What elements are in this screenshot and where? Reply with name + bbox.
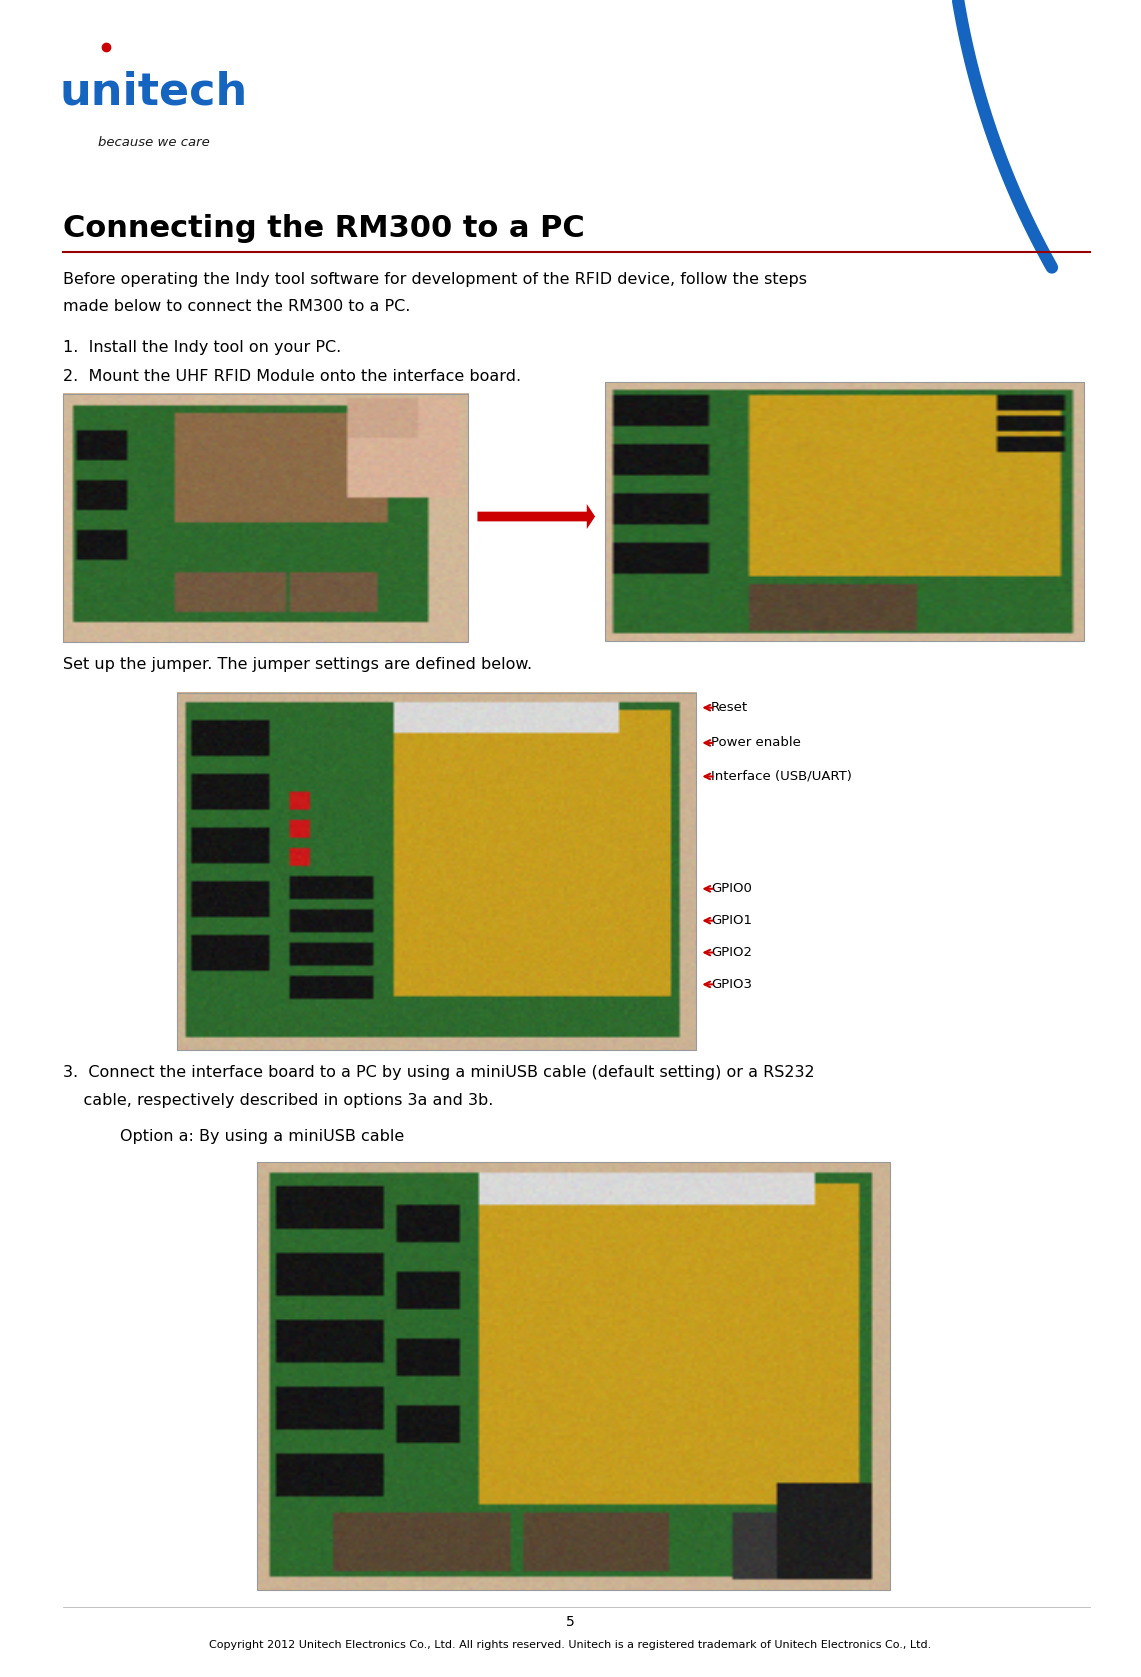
Text: Connecting the RM300 to a PC: Connecting the RM300 to a PC <box>63 215 584 243</box>
Text: GPIO3: GPIO3 <box>711 978 752 991</box>
Text: Reset: Reset <box>711 701 748 714</box>
Text: made below to connect the RM300 to a PC.: made below to connect the RM300 to a PC. <box>63 299 410 314</box>
Text: Interface (USB/UART): Interface (USB/UART) <box>711 770 851 783</box>
Text: because we care: because we care <box>98 136 210 149</box>
Text: Copyright 2012 Unitech Electronics Co., Ltd. All rights reserved. Unitech is a r: Copyright 2012 Unitech Electronics Co., … <box>210 1640 931 1650</box>
Text: cable, respectively described in options 3a and 3b.: cable, respectively described in options… <box>63 1093 493 1108</box>
Text: Before operating the Indy tool software for development of the RFID device, foll: Before operating the Indy tool software … <box>63 272 807 287</box>
Text: 3.  Connect the interface board to a PC by using a miniUSB cable (default settin: 3. Connect the interface board to a PC b… <box>63 1065 815 1080</box>
Text: 5: 5 <box>566 1615 575 1628</box>
Text: unitech: unitech <box>60 70 248 114</box>
Text: GPIO2: GPIO2 <box>711 946 752 959</box>
Text: 1.  Install the Indy tool on your PC.: 1. Install the Indy tool on your PC. <box>63 340 341 356</box>
Text: Option a: By using a miniUSB cable: Option a: By using a miniUSB cable <box>120 1129 404 1144</box>
Text: Power enable: Power enable <box>711 736 801 750</box>
Text: 2.  Mount the UHF RFID Module onto the interface board.: 2. Mount the UHF RFID Module onto the in… <box>63 369 521 384</box>
Text: GPIO0: GPIO0 <box>711 882 752 896</box>
Text: GPIO1: GPIO1 <box>711 914 752 927</box>
Text: Set up the jumper. The jumper settings are defined below.: Set up the jumper. The jumper settings a… <box>63 657 532 672</box>
